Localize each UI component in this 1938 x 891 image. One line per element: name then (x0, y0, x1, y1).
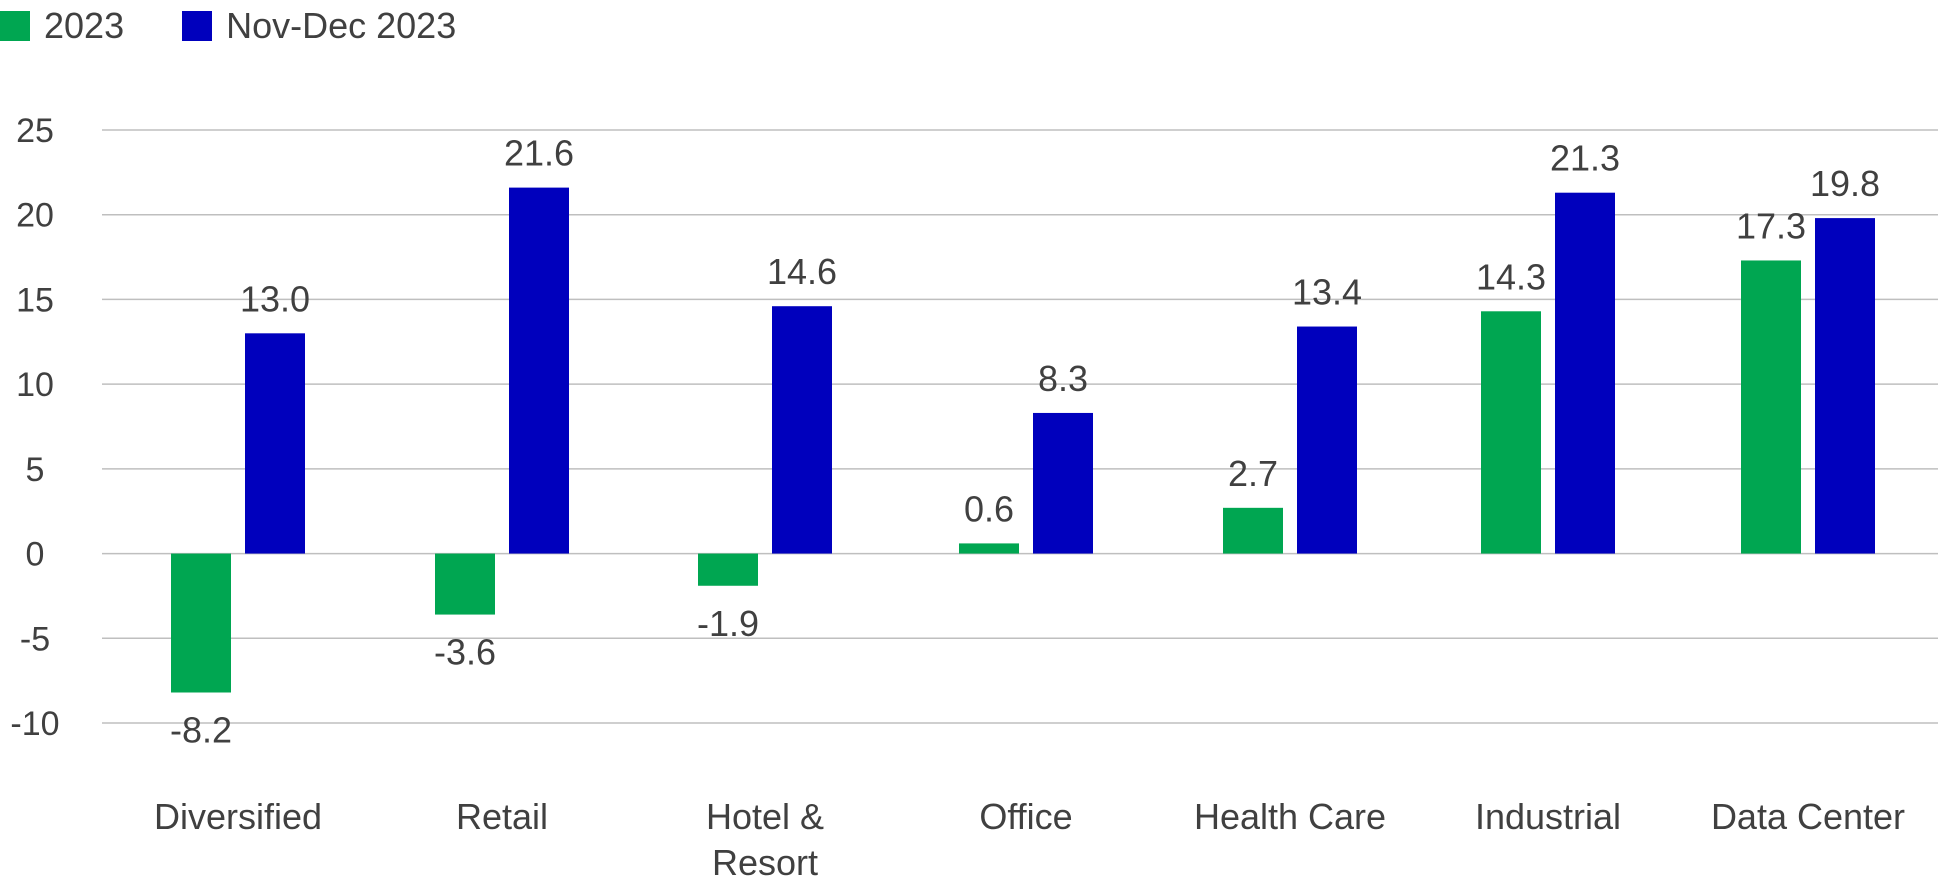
category-label: Retail (456, 796, 548, 837)
bar-nov-dec-2023 (1815, 218, 1875, 554)
data-label: -3.6 (434, 632, 496, 673)
legend-swatch-nov-dec-2023 (182, 11, 213, 41)
legend-item-2023: 2023 (0, 5, 124, 47)
data-label: 19.8 (1810, 163, 1880, 204)
y-tick-label: 0 (26, 536, 45, 574)
bar-nov-dec-2023 (245, 333, 305, 554)
category-label: Industrial (1475, 796, 1621, 837)
data-label: 2.7 (1228, 453, 1278, 494)
bar-nov-dec-2023 (772, 306, 832, 554)
data-label: 21.3 (1550, 138, 1620, 179)
bar-nov-dec-2023 (509, 187, 569, 554)
category-label: Resort (712, 842, 818, 883)
y-tick-label: 20 (16, 197, 54, 235)
data-label: 0.6 (964, 488, 1014, 529)
bar-2023 (435, 553, 495, 615)
legend-label-nov-dec-2023: Nov-Dec 2023 (226, 5, 457, 46)
category-label: Hotel & (706, 796, 824, 837)
chart-legend: 2023 Nov-Dec 2023 (0, 0, 514, 52)
bar-2023 (959, 543, 1019, 554)
bar-2023 (1741, 260, 1801, 554)
y-tick-label: -5 (20, 620, 50, 658)
bar-nov-dec-2023 (1033, 412, 1093, 554)
bar-2023 (171, 553, 231, 693)
y-tick-label: 15 (16, 281, 54, 319)
bar-2023 (1223, 507, 1283, 554)
legend-swatch-2023 (0, 11, 30, 41)
data-label: 14.6 (767, 251, 837, 292)
bar-nov-dec-2023 (1297, 326, 1357, 554)
data-label: 8.3 (1038, 358, 1088, 399)
data-label: 21.6 (504, 133, 574, 174)
data-label: 14.3 (1476, 256, 1546, 297)
y-tick-label: 5 (26, 451, 45, 489)
category-label: Data Center (1711, 796, 1905, 837)
y-tick-label: -10 (10, 705, 59, 743)
legend-label-2023: 2023 (44, 5, 125, 46)
data-label: -8.2 (170, 710, 232, 751)
data-label: 17.3 (1736, 205, 1806, 246)
category-label: Health Care (1194, 796, 1386, 837)
bar-nov-dec-2023 (1555, 192, 1615, 554)
data-label: -1.9 (697, 603, 759, 644)
data-label: 13.4 (1292, 272, 1362, 313)
data-label: 13.0 (240, 278, 310, 319)
y-tick-label: 25 (16, 112, 54, 150)
bar-2023 (698, 553, 758, 586)
y-tick-label: 10 (16, 366, 54, 404)
legend-item-nov-dec-2023: Nov-Dec 2023 (182, 5, 456, 47)
category-label: Diversified (154, 796, 322, 837)
bar-2023 (1481, 311, 1541, 554)
category-label: Office (979, 796, 1072, 837)
